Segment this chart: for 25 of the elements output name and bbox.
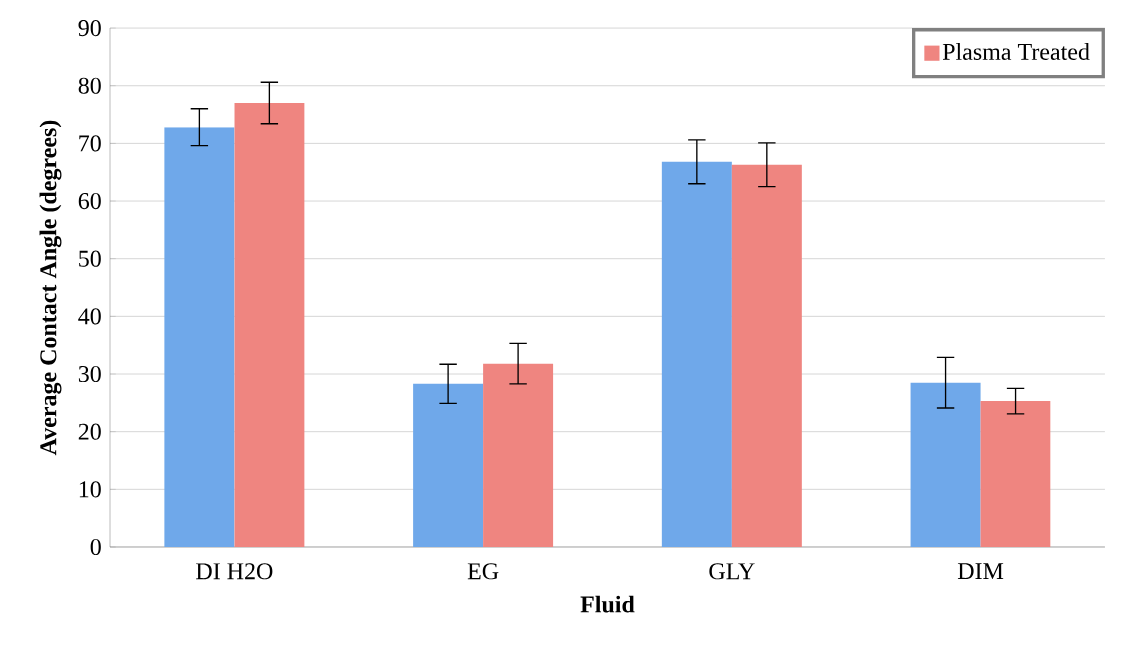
bar [661,161,732,547]
y-tick-label: 40 [78,308,101,325]
bar [413,383,484,547]
bar [483,363,554,547]
bar [910,382,981,547]
y-axis-title: Average Contact Angle (degrees) [39,120,62,456]
y-tick-label: 80 [78,77,101,94]
bar [731,164,802,547]
y-tick-label: 20 [78,423,101,440]
x-tick-label: EG [467,563,499,580]
y-tick-label: 30 [78,365,101,383]
y-tick-label: 90 [78,19,101,37]
bar [234,103,305,547]
bar [164,127,235,547]
y-tick-label: 50 [79,250,101,267]
legend-label: Plasma Treated [942,43,1090,60]
y-tick-label: 70 [79,135,101,152]
y-tick-label: 0 [90,538,101,556]
x-tick-label: DI H2O [196,563,273,580]
x-tick-label: DIM [957,563,1004,580]
x-axis-title: Fluid [580,595,635,613]
bar [980,401,1051,547]
y-tick-label: 10 [79,481,101,498]
y-tick-label: 60 [78,192,101,210]
x-tick-label: GLY [709,563,755,580]
